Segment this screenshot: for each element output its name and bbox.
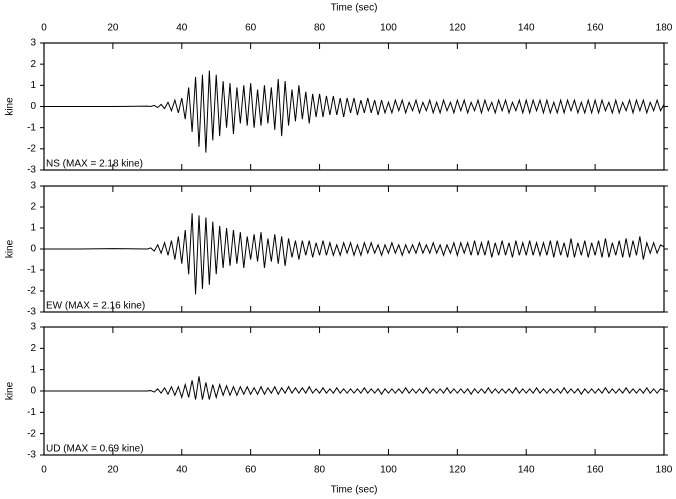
x-axis-title: Time (sec): [331, 485, 378, 496]
x-tick-label: 120: [449, 465, 466, 476]
x-tick-label: 40: [176, 23, 188, 34]
y-tick-label: 2: [30, 59, 36, 70]
y-tick-label: -3: [27, 450, 36, 461]
x-tick-label: 60: [245, 465, 257, 476]
y-axis-title: kine: [5, 97, 16, 116]
y-tick-label: 0: [30, 386, 36, 397]
x-tick-label: 160: [587, 23, 604, 34]
y-tick-label: -3: [27, 307, 36, 318]
x-tick-label: 60: [245, 23, 257, 34]
x-tick-label: 180: [656, 465, 673, 476]
x-tick-label: 40: [176, 465, 188, 476]
x-axis-title: Time (sec): [331, 3, 378, 14]
y-tick-label: 1: [30, 364, 36, 375]
x-tick-label: 140: [518, 23, 535, 34]
y-tick-label: -1: [27, 122, 36, 133]
x-tick-label: 120: [449, 23, 466, 34]
y-axis-title: kine: [5, 381, 16, 400]
y-tick-label: -1: [27, 407, 36, 418]
x-tick-label: 0: [41, 23, 47, 34]
panel-label: UD (MAX = 0.69 kine): [46, 444, 144, 455]
waveform: [44, 376, 665, 400]
x-tick-label: 160: [587, 465, 604, 476]
panel-label: NS (MAX = 2.18 kine): [46, 159, 143, 170]
y-tick-label: 0: [30, 244, 36, 255]
y-tick-label: 3: [30, 181, 36, 192]
x-tick-label: 140: [518, 465, 535, 476]
y-tick-label: 1: [30, 80, 36, 91]
waveform: [44, 213, 665, 295]
y-tick-label: 0: [30, 101, 36, 112]
y-tick-label: 2: [30, 343, 36, 354]
y-tick-label: -2: [27, 143, 36, 154]
x-tick-label: 180: [656, 23, 673, 34]
x-tick-label: 100: [380, 465, 397, 476]
y-tick-label: 1: [30, 223, 36, 234]
y-tick-label: -1: [27, 265, 36, 276]
x-tick-label: 20: [107, 465, 119, 476]
y-tick-label: 3: [30, 322, 36, 333]
panel-label: EW (MAX = 2.16 kine): [46, 301, 145, 312]
waveform: [44, 70, 665, 153]
x-tick-label: 100: [380, 23, 397, 34]
y-tick-label: 2: [30, 202, 36, 213]
y-tick-label: 3: [30, 38, 36, 49]
y-tick-label: -3: [27, 165, 36, 176]
y-tick-label: -2: [27, 428, 36, 439]
x-tick-label: 80: [314, 23, 326, 34]
x-tick-label: 0: [41, 465, 47, 476]
y-tick-label: -2: [27, 286, 36, 297]
x-tick-label: 80: [314, 465, 326, 476]
x-tick-label: 20: [107, 23, 119, 34]
y-axis-title: kine: [5, 239, 16, 258]
